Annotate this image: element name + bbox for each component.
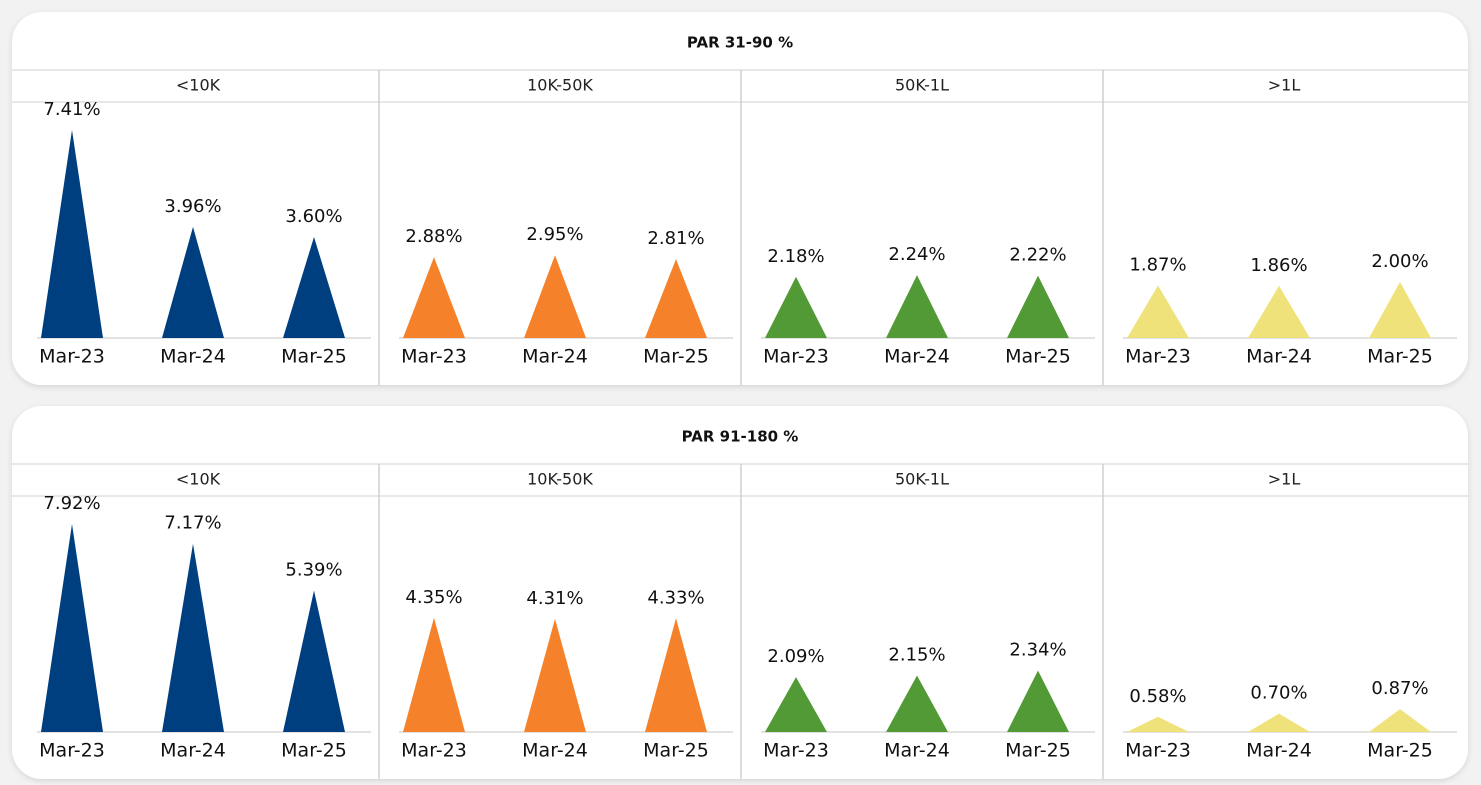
x-tick-label: Mar-23 bbox=[1125, 740, 1191, 762]
triangle-bar bbox=[1127, 716, 1189, 732]
triangle-bar bbox=[765, 677, 827, 732]
value-label: 2.88% bbox=[405, 226, 462, 247]
triangle-bar bbox=[41, 130, 103, 338]
x-tick-label: Mar-25 bbox=[281, 740, 347, 762]
value-label: 2.34% bbox=[1009, 640, 1066, 661]
value-label: 3.60% bbox=[285, 206, 342, 227]
triangle-bar bbox=[1248, 713, 1310, 732]
value-label: 4.33% bbox=[647, 587, 704, 608]
value-label: 2.81% bbox=[647, 228, 704, 249]
triangle-bar bbox=[765, 276, 827, 338]
value-label: 4.31% bbox=[526, 588, 583, 609]
triangle-bar bbox=[283, 590, 345, 732]
triangle-bar bbox=[1127, 285, 1189, 338]
x-tick-label: Mar-24 bbox=[160, 740, 226, 762]
value-label: 0.58% bbox=[1129, 686, 1186, 707]
x-tick-label: Mar-24 bbox=[1246, 346, 1312, 368]
card bbox=[12, 12, 1468, 385]
triangle-bar bbox=[1369, 281, 1431, 338]
triangle-bar bbox=[41, 524, 103, 732]
group-label: 10K-50K bbox=[527, 470, 593, 489]
x-tick-label: Mar-23 bbox=[763, 346, 829, 368]
value-label: 2.00% bbox=[1371, 251, 1428, 272]
triangle-bar bbox=[886, 275, 948, 338]
triangle-bar bbox=[1248, 285, 1310, 338]
x-tick-label: Mar-24 bbox=[884, 346, 950, 368]
triangle-bar bbox=[1369, 709, 1431, 732]
triangle-bar bbox=[645, 259, 707, 338]
x-tick-label: Mar-25 bbox=[643, 740, 709, 762]
triangle-bar bbox=[283, 236, 345, 338]
x-tick-label: Mar-23 bbox=[401, 346, 467, 368]
value-label: 4.35% bbox=[405, 587, 462, 608]
x-tick-label: Mar-24 bbox=[884, 740, 950, 762]
value-label: 2.22% bbox=[1009, 245, 1066, 266]
x-tick-label: Mar-23 bbox=[1125, 346, 1191, 368]
x-tick-label: Mar-25 bbox=[643, 346, 709, 368]
triangle-bar bbox=[1007, 670, 1069, 732]
triangle-bar bbox=[1007, 275, 1069, 338]
x-tick-label: Mar-25 bbox=[281, 346, 347, 368]
group-label: >1L bbox=[1268, 470, 1301, 489]
triangle-bar bbox=[403, 617, 465, 732]
chart-title: PAR 91-180 % bbox=[682, 428, 799, 446]
value-label: 2.24% bbox=[888, 244, 945, 265]
value-label: 7.92% bbox=[43, 493, 100, 514]
value-label: 0.70% bbox=[1250, 683, 1307, 704]
value-label: 5.39% bbox=[285, 559, 342, 580]
x-tick-label: Mar-25 bbox=[1005, 740, 1071, 762]
x-tick-label: Mar-24 bbox=[522, 346, 588, 368]
triangle-bar bbox=[886, 675, 948, 732]
x-tick-label: Mar-25 bbox=[1005, 346, 1071, 368]
value-label: 1.86% bbox=[1250, 255, 1307, 276]
triangle-bar bbox=[645, 618, 707, 732]
triangle-bar bbox=[403, 257, 465, 338]
value-label: 7.41% bbox=[43, 99, 100, 120]
x-tick-label: Mar-23 bbox=[401, 740, 467, 762]
group-label: >1L bbox=[1268, 76, 1301, 95]
value-label: 3.96% bbox=[164, 196, 221, 217]
value-label: 2.95% bbox=[526, 224, 583, 245]
chart-title: PAR 31-90 % bbox=[687, 34, 793, 52]
group-label: 10K-50K bbox=[527, 76, 593, 95]
x-tick-label: Mar-25 bbox=[1367, 740, 1433, 762]
value-label: 0.87% bbox=[1371, 678, 1428, 699]
x-tick-label: Mar-24 bbox=[1246, 740, 1312, 762]
triangle-bar bbox=[162, 543, 224, 732]
value-label: 1.87% bbox=[1129, 255, 1186, 276]
triangle-bar bbox=[162, 226, 224, 338]
x-tick-label: Mar-24 bbox=[522, 740, 588, 762]
value-label: 2.15% bbox=[888, 645, 945, 666]
value-label: 2.18% bbox=[767, 246, 824, 267]
card bbox=[12, 406, 1468, 779]
x-tick-label: Mar-25 bbox=[1367, 346, 1433, 368]
x-tick-label: Mar-23 bbox=[39, 346, 105, 368]
triangle-bar bbox=[524, 618, 586, 732]
x-tick-label: Mar-23 bbox=[763, 740, 829, 762]
value-label: 2.09% bbox=[767, 646, 824, 667]
group-label: <10K bbox=[176, 470, 221, 489]
value-label: 7.17% bbox=[164, 513, 221, 534]
group-label: 50K-1L bbox=[895, 76, 949, 95]
group-label: <10K bbox=[176, 76, 221, 95]
triangle-bar bbox=[524, 255, 586, 338]
x-tick-label: Mar-23 bbox=[39, 740, 105, 762]
group-label: 50K-1L bbox=[895, 470, 949, 489]
x-tick-label: Mar-24 bbox=[160, 346, 226, 368]
